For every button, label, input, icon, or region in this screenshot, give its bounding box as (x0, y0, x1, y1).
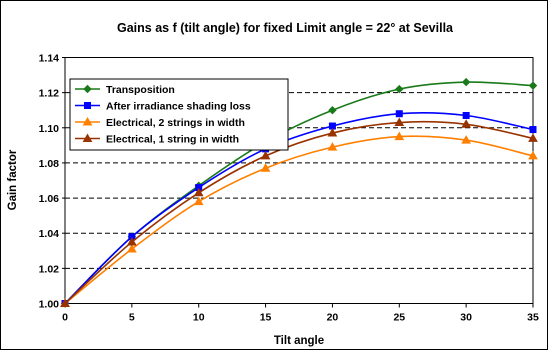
y-tick-label: 1.04 (39, 228, 60, 240)
legend-swatch-marker (82, 133, 93, 142)
data-point (461, 77, 471, 87)
y-tick-label: 1.02 (39, 263, 60, 275)
legend-box (69, 78, 289, 151)
x-tick-label: 0 (62, 312, 68, 324)
y-tick-label: 1.08 (39, 158, 60, 170)
x-tick-label: 5 (129, 312, 135, 324)
legend-swatch-marker (83, 84, 92, 94)
data-point (60, 298, 70, 307)
x-tick-label: 35 (527, 312, 539, 324)
data-point (327, 142, 338, 151)
data-point (528, 133, 538, 142)
legend: Transposition After irradiance shading lo… (69, 78, 289, 151)
data-point (528, 81, 538, 90)
y-tick-label: 1.14 (39, 53, 60, 65)
data-point (394, 131, 405, 141)
data-point (260, 150, 271, 160)
x-axis-label: Tilt angle (274, 335, 324, 347)
y-axis-label: Gain factor (7, 149, 19, 210)
data-point (529, 126, 537, 134)
y-tick-label: 1.10 (39, 123, 60, 135)
grid (65, 92, 533, 269)
data-point (461, 135, 472, 144)
chart-title: Gains as f (tilt angle) for fixed Limit … (117, 21, 454, 35)
legend-entry: Electrical, 2 strings in width (106, 117, 245, 129)
data-point (193, 196, 204, 206)
legend-entry: After irradiance shading loss (106, 101, 251, 113)
data-point (394, 117, 405, 127)
y-tick-label: 1.06 (39, 193, 60, 205)
data-point (126, 236, 137, 246)
data-point (462, 111, 470, 119)
data-point (126, 244, 137, 253)
data-point (260, 163, 271, 172)
data-point (327, 128, 338, 137)
x-tick-label: 25 (393, 312, 405, 324)
y-tick-label: 1.00 (39, 299, 60, 311)
data-point (328, 106, 337, 115)
data-point (395, 110, 403, 118)
x-tick-label: 30 (460, 312, 472, 324)
y-tick-labels: 1.00 1.02 1.04 1.06 1.08 1.10 1.12 1.14 (39, 53, 65, 311)
x-tick-label: 15 (260, 312, 272, 324)
data-point (193, 187, 204, 197)
x-tick-label: 10 (193, 312, 205, 324)
legend-swatch-marker (84, 102, 91, 109)
x-tick-labels: 0 5 10 15 20 25 30 35 (62, 303, 539, 324)
series (60, 77, 538, 308)
legend-swatch-marker (82, 116, 93, 126)
legend-entry: Electrical, 1 string in width (106, 134, 239, 146)
y-tick-label: 1.12 (39, 88, 60, 100)
data-point (395, 84, 404, 94)
data-point (528, 150, 538, 160)
data-point (461, 119, 472, 128)
plot-area-border (64, 57, 534, 304)
series-3 (60, 117, 538, 307)
x-tick-label: 20 (327, 312, 339, 324)
legend-entry: Transposition (106, 84, 175, 96)
